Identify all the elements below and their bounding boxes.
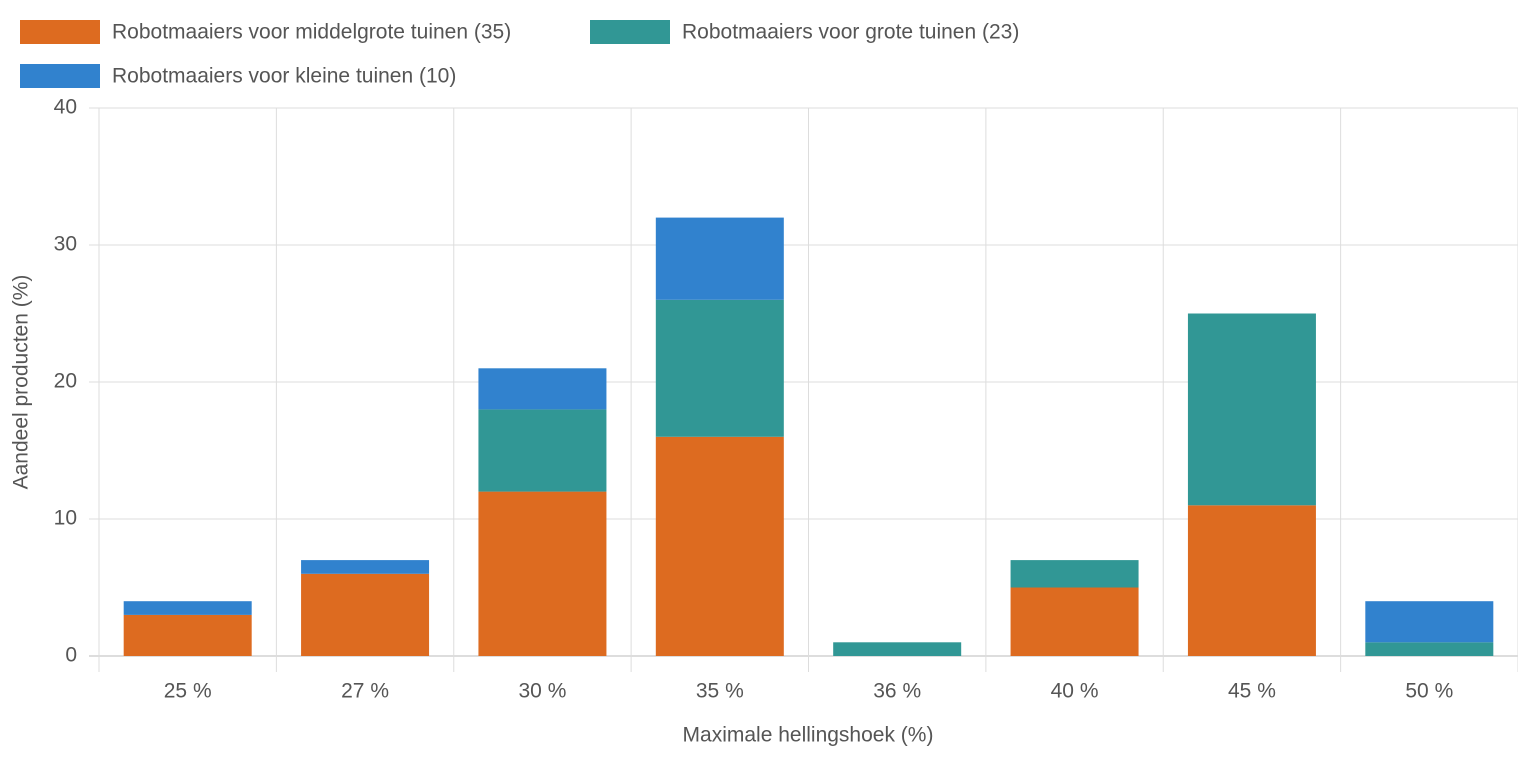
bar-segment (1365, 601, 1494, 643)
bar-segment (478, 409, 607, 492)
bar-segment (478, 368, 607, 410)
bar-segment (655, 217, 784, 300)
legend-label: Robotmaaiers voor kleine tuinen (10) (112, 65, 456, 88)
legend-swatch (590, 20, 670, 44)
bar-segment (301, 560, 430, 574)
bar-segment (1010, 587, 1139, 656)
bar-segment (655, 436, 784, 656)
bar-segment (123, 614, 252, 656)
y-tick-label: 20 (54, 370, 77, 393)
legend-label: Robotmaaiers voor middelgrote tuinen (35… (112, 21, 511, 44)
x-tick-label: 40 % (1051, 680, 1099, 703)
x-tick-label: 35 % (696, 680, 744, 703)
bar-segment (123, 601, 252, 615)
x-tick-label: 30 % (519, 680, 567, 703)
y-tick-label: 10 (54, 507, 77, 530)
y-axis-title: Aandeel producten (%) (10, 275, 33, 490)
x-axis-title: Maximale hellingshoek (%) (683, 724, 934, 747)
bar-segment (655, 299, 784, 437)
x-tick-label: 36 % (873, 680, 921, 703)
bar-segment (1365, 642, 1494, 656)
legend-swatch (20, 64, 100, 88)
legend-swatch (20, 20, 100, 44)
x-tick-label: 50 % (1405, 680, 1453, 703)
bar-segment (1187, 505, 1316, 656)
y-tick-label: 40 (54, 96, 77, 119)
y-tick-label: 0 (65, 644, 77, 667)
bar-segment (1010, 560, 1139, 588)
bar-segment (833, 642, 962, 656)
x-tick-label: 45 % (1228, 680, 1276, 703)
bar-segment (1187, 313, 1316, 506)
y-tick-label: 30 (54, 233, 77, 256)
x-tick-label: 27 % (341, 680, 389, 703)
bar-segment (478, 491, 607, 656)
legend-label: Robotmaaiers voor grote tuinen (23) (682, 21, 1019, 44)
x-tick-label: 25 % (164, 680, 212, 703)
bar-segment (301, 573, 430, 656)
